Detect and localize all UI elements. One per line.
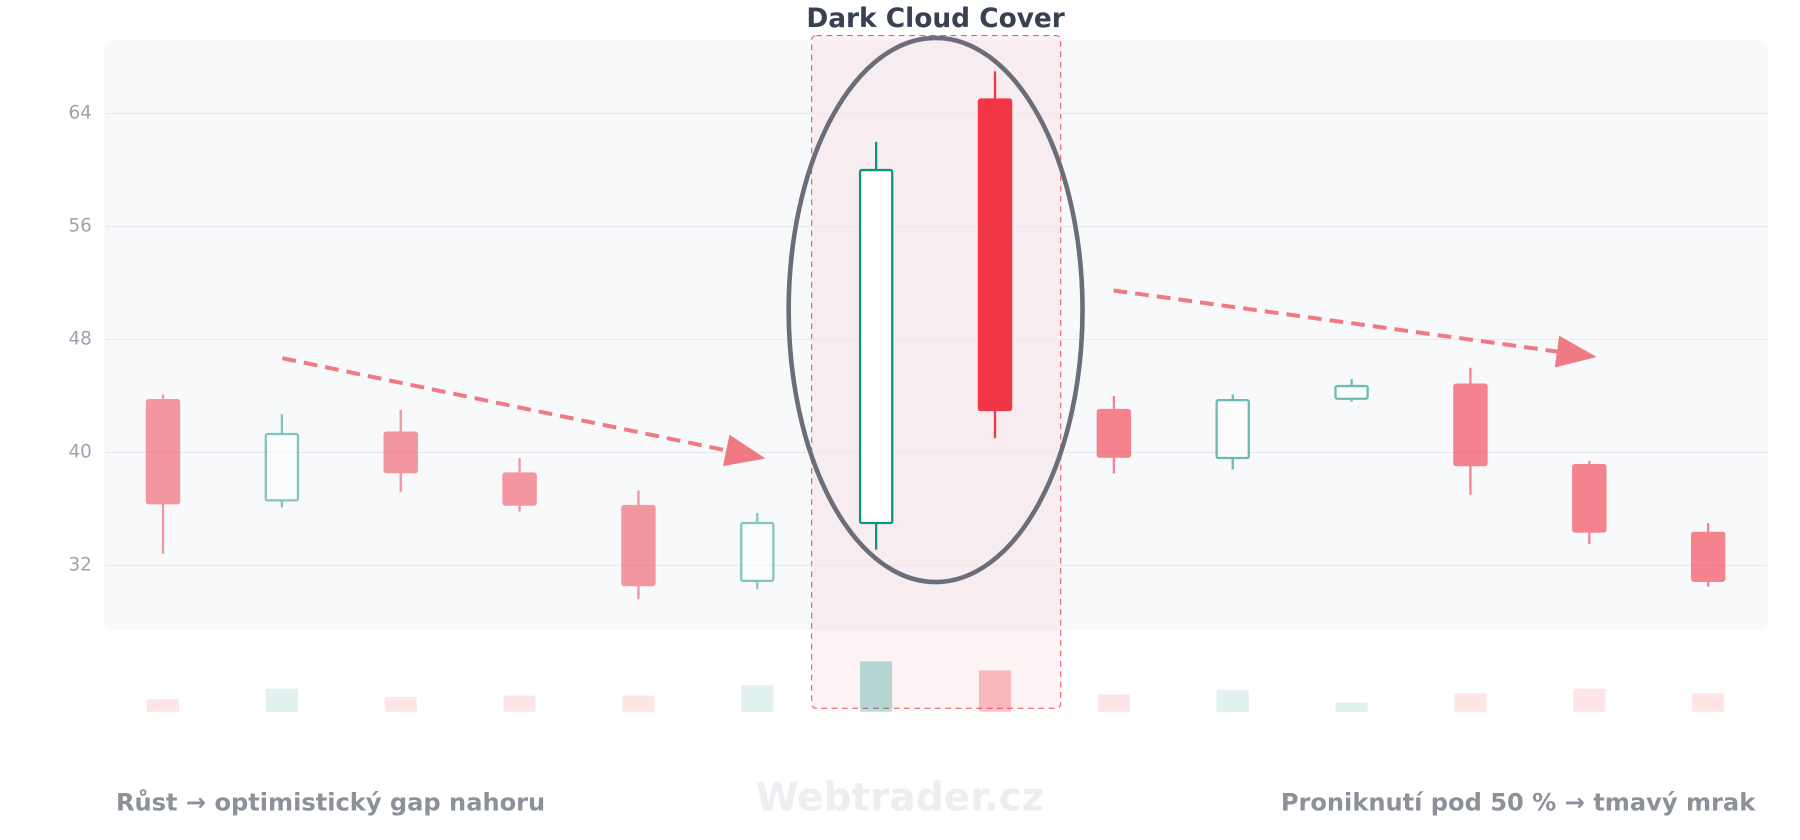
y-tick-label: 48 (68, 328, 91, 349)
candle (1215, 394, 1250, 470)
pattern-ellipse (786, 35, 1085, 585)
candle (1334, 378, 1369, 402)
candle (977, 71, 1013, 439)
candle (1572, 460, 1607, 545)
annotation-left: Růst → optimistický gap nahoru (116, 789, 545, 817)
candle (1690, 522, 1726, 587)
volume-bar (1573, 688, 1606, 712)
trend-arrow (1113, 288, 1597, 368)
volume-bar (1692, 693, 1725, 712)
annotation-right: Proniknutí pod 50 % → tmavý mrak (1281, 789, 1756, 817)
volume-bar (741, 685, 774, 712)
candle-body (1690, 531, 1726, 582)
volume-bar (384, 696, 417, 712)
volume-bar (503, 695, 536, 712)
candle (1096, 395, 1132, 474)
candle (264, 414, 300, 508)
candle-body (145, 399, 181, 505)
candle-body (1215, 399, 1250, 460)
y-tick-label: 40 (68, 441, 91, 462)
candle-body (264, 432, 300, 502)
volume-bar (1216, 689, 1249, 712)
candle-body (1334, 384, 1369, 400)
candle-body (858, 168, 894, 525)
y-tick-label: 56 (68, 216, 91, 237)
candle (858, 141, 894, 550)
trend-arrow (281, 356, 766, 467)
y-tick-label: 32 (68, 554, 91, 575)
candle (740, 513, 775, 590)
volume-bar (146, 699, 180, 712)
candle-body (621, 504, 656, 587)
highlight-box (811, 35, 1062, 709)
candle (621, 490, 656, 600)
candle (502, 458, 537, 512)
candle-body (1096, 408, 1132, 458)
y-tick-label: 64 (68, 103, 91, 124)
candle-body (1572, 463, 1607, 533)
volume-bar (978, 670, 1012, 712)
volume-bar (1454, 693, 1487, 712)
volume-bar (622, 695, 655, 712)
volume-bar (860, 661, 893, 712)
volume-bar (265, 688, 298, 712)
candle-body (740, 521, 775, 582)
volume-bar (1335, 702, 1368, 712)
candle-body (1453, 383, 1488, 467)
candle (383, 410, 418, 492)
candle (145, 394, 181, 555)
candle (1453, 367, 1488, 495)
volume-bar (1097, 694, 1130, 712)
candle-body (502, 472, 537, 506)
chart-title: Dark Cloud Cover (806, 3, 1065, 34)
candle-body (383, 431, 418, 474)
candle-body (977, 98, 1013, 412)
watermark: Webtrader.cz (756, 776, 1045, 821)
